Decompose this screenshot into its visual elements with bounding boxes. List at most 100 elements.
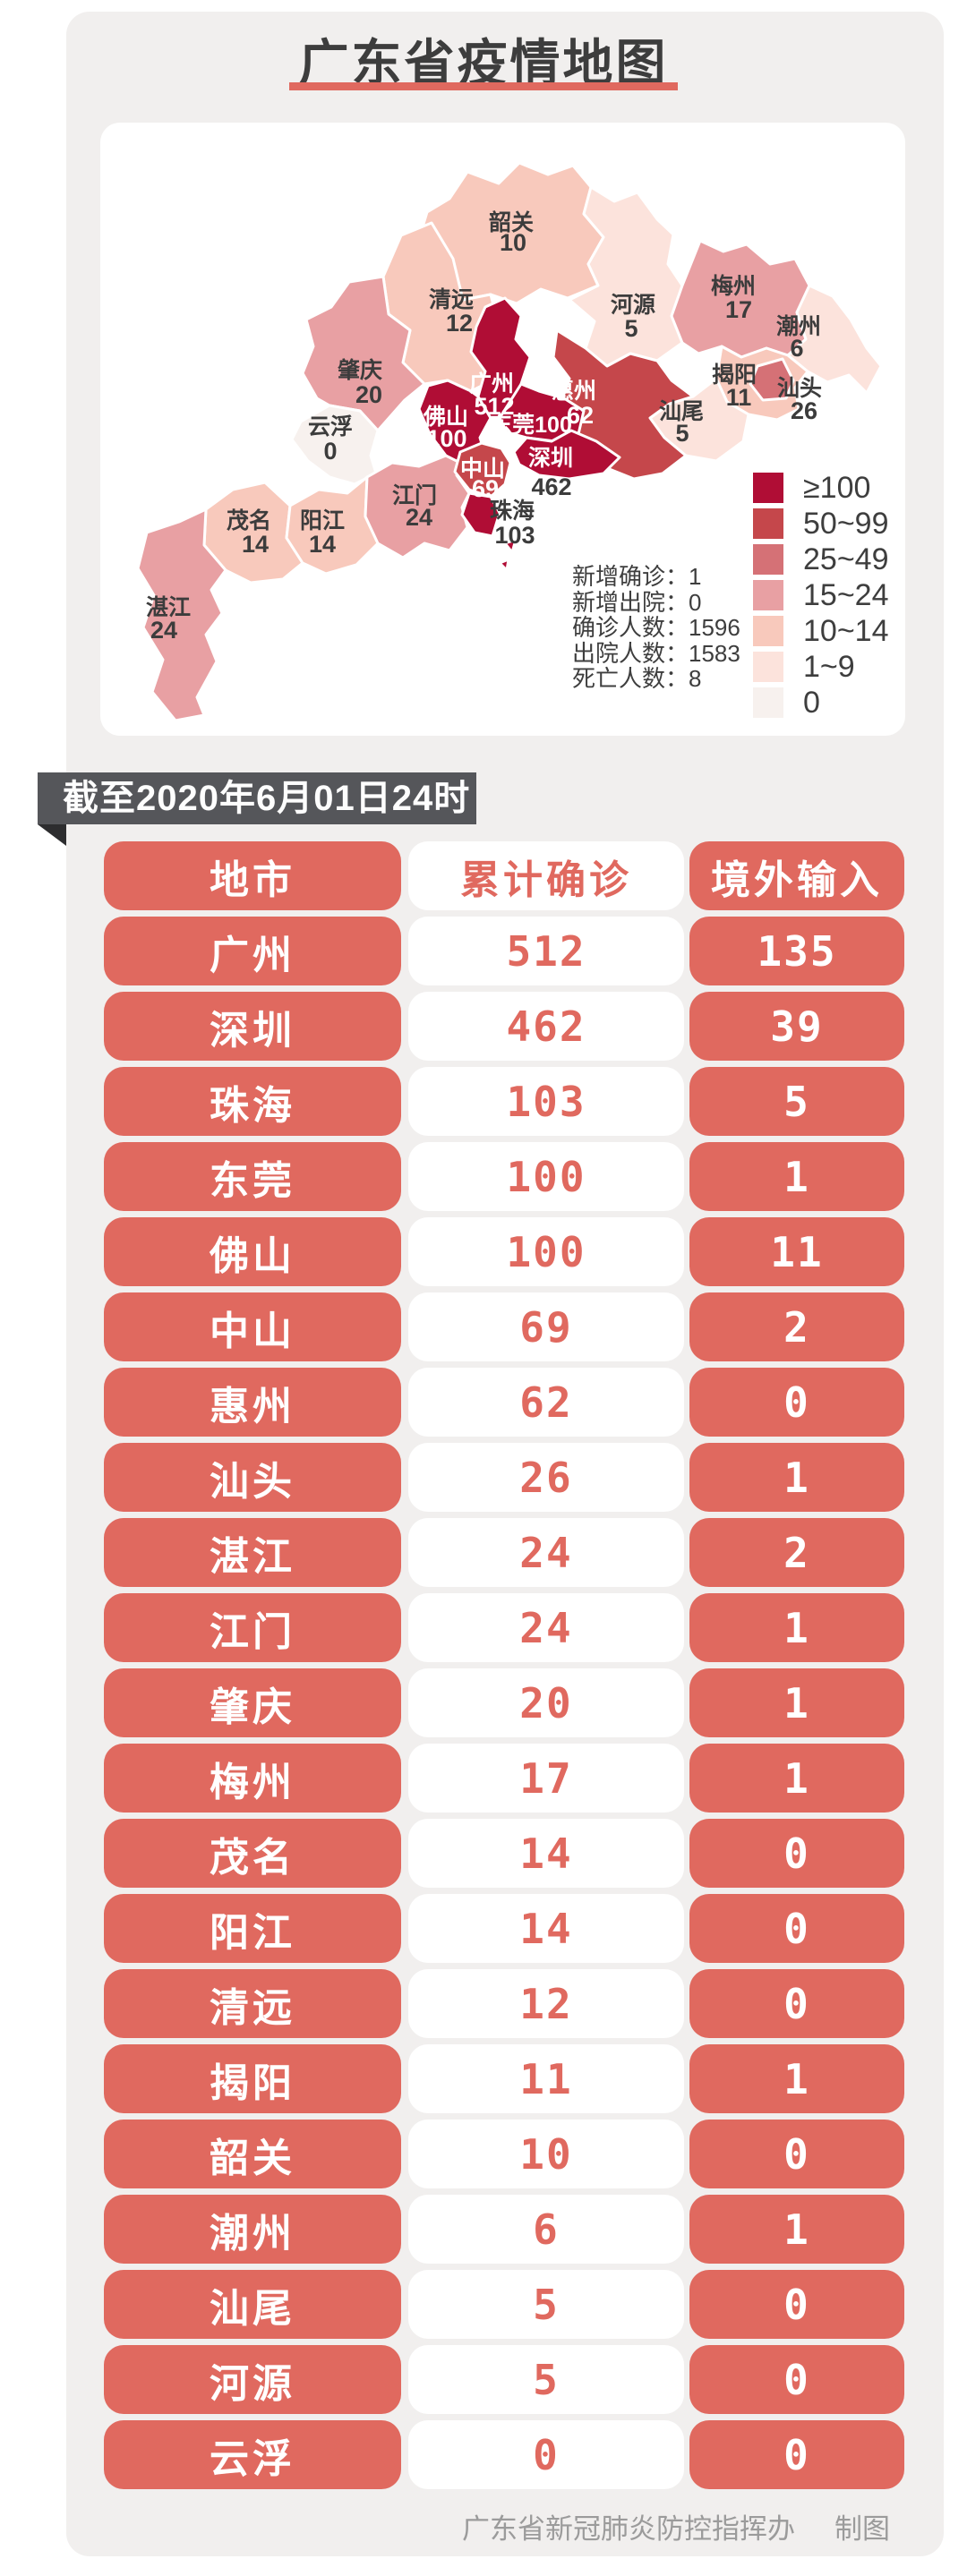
city-cell: 湛江 xyxy=(104,1518,401,1587)
table-row: 深圳 462 39 xyxy=(21,992,946,1061)
map-region-heyuan xyxy=(568,185,684,368)
map-label-jiangmen: 24 xyxy=(406,504,432,531)
legend-label: 25~49 xyxy=(803,542,889,576)
header-cell-3: 境外输入 xyxy=(689,841,904,910)
map-label-shenzhen: 462 xyxy=(531,473,571,500)
table-row: 揭阳 11 1 xyxy=(21,2044,946,2113)
city-cell: 珠海 xyxy=(104,1067,401,1136)
ribbon-fold xyxy=(38,824,66,846)
imported-cell: 11 xyxy=(689,1217,904,1286)
legend-row: 25~49 xyxy=(753,542,889,576)
legend-row: 1~9 xyxy=(753,650,889,684)
map-label-maoming: 茂名 xyxy=(227,508,271,533)
confirmed-cell: 11 xyxy=(408,2044,684,2113)
legend-row: 0 xyxy=(753,686,889,720)
legend-swatch xyxy=(753,580,783,610)
imported-cell: 1 xyxy=(689,1668,904,1737)
table-row: 茂名 14 0 xyxy=(21,1819,946,1888)
city-cell: 云浮 xyxy=(104,2420,401,2489)
city-cell: 梅州 xyxy=(104,1744,401,1813)
map-label-shaoguan: 10 xyxy=(500,229,526,256)
guangdong-choropleth-map: 韶关10清远12河源5梅州17潮州6肇庆20云浮0茂名14阳江14湛江24江门2… xyxy=(136,161,883,722)
city-cell: 潮州 xyxy=(104,2195,401,2264)
stat-line-1: 新增确诊：1 xyxy=(572,563,702,590)
table-row: 汕头 26 1 xyxy=(21,1443,946,1512)
imported-cell: 1 xyxy=(689,2044,904,2113)
map-region-shenzhen xyxy=(512,429,621,481)
city-cell: 中山 xyxy=(104,1292,401,1361)
table-row: 云浮 0 0 xyxy=(21,2420,946,2489)
credit-suffix: 制图 xyxy=(834,2513,890,2545)
map-label-shanwei: 汕尾 xyxy=(659,399,704,424)
imported-cell: 1 xyxy=(689,1142,904,1211)
map-label-chaozhou: 6 xyxy=(790,335,803,362)
imported-cell: 5 xyxy=(689,1067,904,1136)
legend-row: ≥100 xyxy=(753,471,889,505)
city-cell: 清远 xyxy=(104,1969,401,2038)
city-cell: 汕头 xyxy=(104,1443,401,1512)
confirmed-cell: 100 xyxy=(408,1142,684,1211)
imported-cell: 0 xyxy=(689,2270,904,2339)
city-cell: 江门 xyxy=(104,1593,401,1662)
table-row: 河源 5 0 xyxy=(21,2345,946,2414)
map-label-heyuan: 5 xyxy=(624,315,638,342)
map-region-chaozhou xyxy=(786,284,883,395)
city-cell: 佛山 xyxy=(104,1217,401,1286)
confirmed-cell: 17 xyxy=(408,1744,684,1813)
confirmed-cell: 103 xyxy=(408,1067,684,1136)
confirmed-cell: 512 xyxy=(408,917,684,985)
city-cell: 韶关 xyxy=(104,2120,401,2188)
imported-cell: 39 xyxy=(689,992,904,1061)
city-cell: 深圳 xyxy=(104,992,401,1061)
map-label-zhongshan: 中山 xyxy=(460,456,505,482)
page-title: 广东省疫情地图 xyxy=(298,35,669,91)
confirmed-cell: 69 xyxy=(408,1292,684,1361)
table-row: 江门 24 1 xyxy=(21,1593,946,1662)
map-label-foshan: 佛山 xyxy=(423,405,468,430)
imported-cell: 1 xyxy=(689,1593,904,1662)
map-legend: ≥100 50~99 25~49 15~24 10~14 1~9 0 xyxy=(753,471,889,720)
summary-stats: 新增确诊：1 新增出院：0 确诊人数：1596 出院人数：1583 死亡人数：8 xyxy=(572,564,740,692)
legend-row: 10~14 xyxy=(753,614,889,648)
confirmed-cell: 5 xyxy=(408,2345,684,2414)
legend-swatch xyxy=(753,473,783,503)
table-row: 东莞 100 1 xyxy=(21,1142,946,1211)
table-row: 韶关 10 0 xyxy=(21,2120,946,2188)
imported-cell: 1 xyxy=(689,1443,904,1512)
imported-cell: 0 xyxy=(689,1969,904,2038)
map-label-qingyuan: 清远 xyxy=(429,287,474,312)
city-cell: 肇庆 xyxy=(104,1668,401,1737)
city-cell: 阳江 xyxy=(104,1894,401,1963)
map-region-shantou xyxy=(749,357,795,402)
imported-cell: 1 xyxy=(689,1744,904,1813)
map-label-foshan: 100 xyxy=(426,425,466,452)
map-label-shenzhen: 深圳 xyxy=(528,446,573,471)
table-row: 中山 69 2 xyxy=(21,1292,946,1361)
stat-line-5: 死亡人数：8 xyxy=(572,665,702,692)
legend-swatch xyxy=(753,544,783,575)
confirmed-cell: 62 xyxy=(408,1368,684,1437)
map-region-zhongshan xyxy=(453,441,512,499)
city-cell: 揭阳 xyxy=(104,2044,401,2113)
legend-swatch xyxy=(753,508,783,539)
table-row: 珠海 103 5 xyxy=(21,1067,946,1136)
table-row: 梅州 17 1 xyxy=(21,1744,946,1813)
map-label-zhanjiang: 24 xyxy=(150,617,177,644)
imported-cell: 0 xyxy=(689,1819,904,1888)
header-cell-1: 地市 xyxy=(104,841,401,910)
legend-swatch xyxy=(753,616,783,646)
table-row: 广州 512 135 xyxy=(21,917,946,985)
header-cell-2: 累计确诊 xyxy=(408,841,684,910)
map-region-dongguan xyxy=(498,382,586,443)
map-label-shantou: 26 xyxy=(791,397,817,424)
map-label-shantou: 汕头 xyxy=(777,376,822,401)
imported-cell: 135 xyxy=(689,917,904,985)
map-label-yunfu: 云浮 xyxy=(308,414,353,439)
map-label-huizhou: 惠州 xyxy=(552,379,596,404)
map-label-shaoguan: 韶关 xyxy=(489,209,534,235)
map-region-zhuhai xyxy=(460,491,518,572)
map-region-jiangmen xyxy=(364,454,471,559)
table-header-row: 地市 累计确诊 境外输入 xyxy=(21,841,946,910)
legend-swatch xyxy=(753,652,783,682)
